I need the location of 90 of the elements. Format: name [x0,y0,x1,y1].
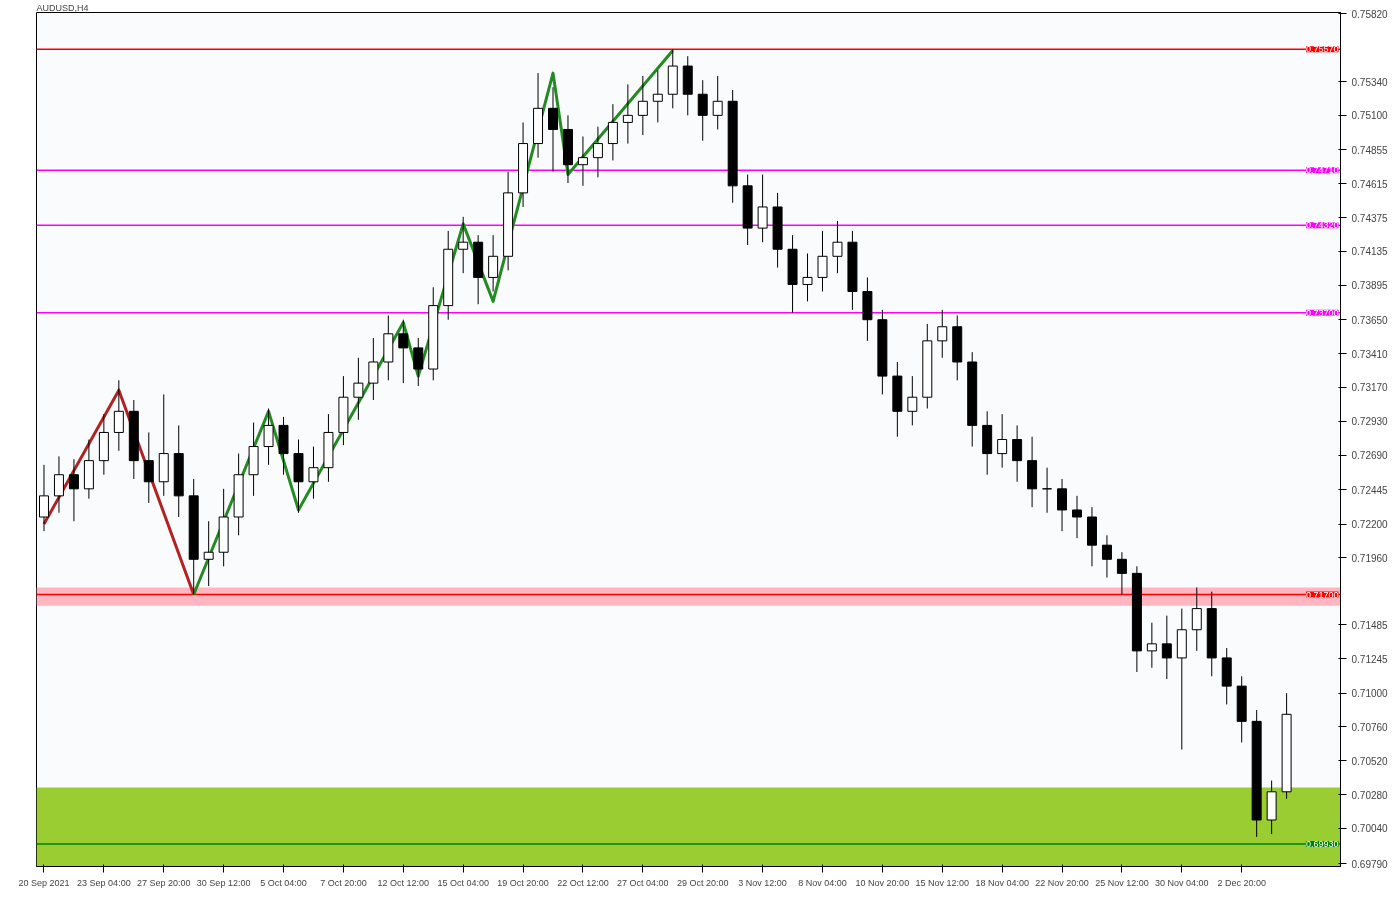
candlestick [488,234,499,293]
candlestick [263,408,274,466]
candlestick [1057,478,1068,532]
candlestick [1072,495,1082,539]
y-tick-label: 0.73650 [1351,314,1389,326]
candlestick [38,464,49,532]
candlestick [637,75,648,136]
candlestick [308,446,319,500]
y-tick-label: 0.74135 [1351,246,1389,258]
y-tick-label: 0.73410 [1351,348,1389,360]
candlestick [697,79,708,142]
x-tick-label: 29 Oct 20:00 [676,877,729,888]
candlestick [607,103,618,161]
y-tick-label: 0.70280 [1351,789,1389,801]
x-tick-label: 8 Nov 04:00 [798,877,847,888]
x-tick-label: 30 Sep 12:00 [196,877,251,888]
candlestick [413,337,424,387]
candlestick [1101,534,1112,579]
candlestick [353,357,364,421]
y-tick-label: 0.70040 [1351,823,1389,835]
ref-line-label: 0.69930 [1305,838,1339,849]
x-tick-label: 10 Nov 20:00 [855,877,910,888]
y-tick-label: 0.72930 [1351,416,1389,428]
ref-line-label: 0.74710 [1305,165,1339,176]
x-tick-label: 2 Dec 20:00 [1217,877,1266,888]
y-tick-label: 0.73170 [1351,382,1389,394]
candlestick [577,136,588,187]
candlestick [817,230,828,293]
candlestick [368,337,379,401]
y-tick-label: 0.69790 [1351,858,1389,870]
candlestick [1012,424,1023,483]
x-tick-label: 23 Sep 04:00 [77,877,131,888]
candlestick [1146,622,1157,669]
candlestick [113,379,124,452]
y-tick-label: 0.71245 [1351,653,1389,665]
x-tick-label: 15 Oct 04:00 [437,877,489,888]
candlestick [1191,586,1202,652]
candlestick [143,431,154,504]
x-tick-label: 3 Nov 12:00 [738,877,787,888]
x-tick-label: 25 Nov 12:00 [1095,877,1149,888]
candlestick [997,413,1008,469]
y-tick-label: 0.75820 [1351,8,1389,20]
candlestick [68,458,79,522]
x-tick-label: 19 Oct 20:00 [497,877,549,888]
x-tick-label: 7 Oct 20:00 [320,877,367,888]
ref-line-label: 0.71700 [1305,589,1339,600]
y-tick-label: 0.74375 [1351,212,1389,224]
x-tick-label: 5 Oct 04:00 [260,877,307,888]
x-tick-label: 12 Oct 12:00 [377,877,430,888]
x-tick-label: 30 Nov 04:00 [1155,877,1209,888]
y-tick-label: 0.71000 [1351,688,1389,700]
candlestick [937,309,948,359]
x-tick-label: 27 Sep 20:00 [136,877,191,888]
candlestick [832,220,843,274]
x-tick-label: 22 Nov 20:00 [1035,877,1089,888]
x-tick-label: 20 Sep 2021 [18,877,70,888]
candlestick [907,375,918,426]
candlestick [652,69,663,123]
x-tick-label: 18 Nov 04:00 [975,877,1029,888]
y-tick-label: 0.74855 [1351,144,1389,156]
candlestick [458,216,469,274]
y-tick-label: 0.75100 [1351,110,1389,122]
y-tick-label: 0.70760 [1351,721,1389,733]
x-tick-label: 27 Oct 04:00 [617,877,669,888]
chart-title: AUDUSD,H4 [36,2,89,13]
y-tick-label: 0.73895 [1351,280,1389,292]
candlestick [548,86,558,173]
y-tick-label: 0.71960 [1351,552,1389,564]
ref-line-label: 0.75570 [1305,44,1339,55]
y-tick-label: 0.72690 [1351,450,1389,461]
ref-line-label: 0.73700 [1305,307,1339,318]
candlestick [622,83,633,145]
x-tick-label: 22 Oct 12:00 [557,877,609,888]
candlestick [1161,615,1172,680]
y-tick-label: 0.70520 [1351,755,1389,767]
candlestick [203,520,214,587]
candlestick [802,252,813,302]
candlestick [398,319,409,384]
y-tick-label: 0.72200 [1351,519,1389,531]
candlestick [712,75,723,130]
y-tick-label: 0.72445 [1351,484,1389,496]
ref-line-label: 0.74320 [1305,220,1339,231]
x-tick-label: 15 Nov 12:00 [915,877,970,888]
y-tick-label: 0.75340 [1351,76,1389,88]
y-tick-label: 0.71485 [1351,619,1389,631]
candlestick [1116,551,1127,596]
candlestick [53,455,64,514]
candlestick [592,126,603,178]
y-tick-label: 0.74615 [1351,178,1389,190]
candlestick [757,174,768,243]
